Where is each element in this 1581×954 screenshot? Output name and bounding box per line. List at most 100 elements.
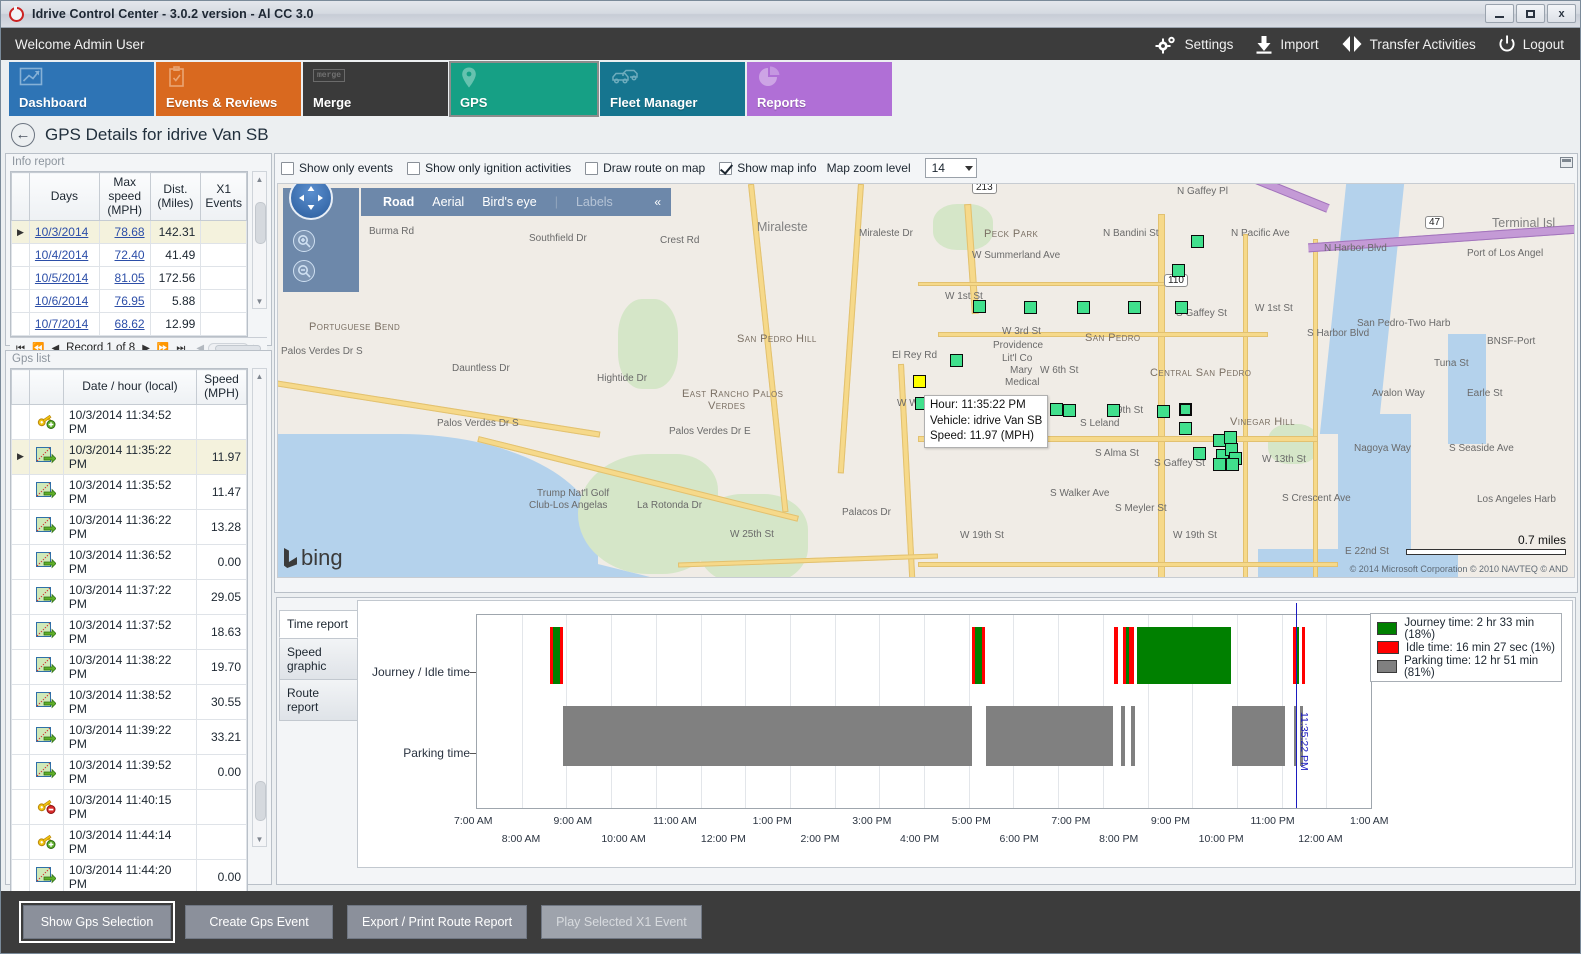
tab-speed-graphic[interactable]: Speed graphic bbox=[279, 638, 358, 679]
cell-days[interactable]: 10/6/2014 bbox=[28, 289, 100, 314]
map-gps-marker[interactable] bbox=[1193, 447, 1206, 460]
cell-days[interactable]: 10/5/2014 bbox=[28, 266, 100, 291]
module-tab-dashboard[interactable]: Dashboard bbox=[9, 62, 154, 116]
info-report-vertical-scrollbar[interactable]: ▲ ▼ bbox=[252, 171, 267, 309]
table-row[interactable]: 10/3/2014 11:36:22 PM 13.28 bbox=[11, 508, 247, 545]
show-only-ignition-activities-checkbox[interactable]: Show only ignition activities bbox=[407, 161, 571, 175]
table-row[interactable]: 10/3/2014 11:38:22 PM 19.70 bbox=[11, 648, 247, 685]
map-gps-marker[interactable] bbox=[1077, 301, 1090, 314]
table-row[interactable]: 10/3/2014 11:38:52 PM 30.55 bbox=[11, 683, 247, 720]
map-canvas[interactable]: Miraleste Crest Rd Burma Rd Southfield Dr Mi… bbox=[278, 184, 1574, 577]
map-view[interactable]: Miraleste Crest Rd Burma Rd Southfield Dr Mi… bbox=[277, 183, 1575, 578]
draw-route-on-map-checkbox[interactable]: Draw route on map bbox=[585, 161, 705, 175]
cell-days[interactable]: 10/4/2014 bbox=[28, 243, 100, 268]
scroll-down-arrow[interactable]: ▼ bbox=[255, 834, 264, 844]
module-tab-fleet-manager[interactable]: Fleet Manager bbox=[600, 62, 745, 116]
module-tab-gps[interactable]: GPS bbox=[449, 61, 599, 117]
table-row[interactable]: 10/6/2014 76.95 5.88 bbox=[11, 289, 247, 314]
map-gps-marker[interactable] bbox=[1179, 403, 1192, 416]
show-gps-selection-button[interactable]: Show Gps Selection bbox=[19, 901, 175, 943]
cell-max-speed[interactable]: 81.05 bbox=[98, 266, 151, 291]
map-zoom-in-button[interactable] bbox=[293, 230, 315, 252]
transfer-activities-button[interactable]: Transfer Activities bbox=[1341, 34, 1476, 54]
table-row[interactable]: 10/3/2014 11:39:22 PM 33.21 bbox=[11, 718, 247, 755]
chart-plot-area[interactable]: 11:35:22 PM bbox=[476, 603, 1372, 809]
table-row[interactable]: 10/3/2014 11:39:52 PM 0.00 bbox=[11, 753, 247, 790]
table-row[interactable]: 10/3/2014 11:37:22 PM 29.05 bbox=[11, 578, 247, 615]
import-button[interactable]: Import bbox=[1255, 34, 1319, 54]
cell-max-speed[interactable]: 78.68 bbox=[98, 220, 151, 245]
scroll-up-arrow[interactable]: ▲ bbox=[255, 371, 264, 381]
map-gps-marker[interactable] bbox=[1172, 264, 1185, 277]
map-style-tab-labels[interactable]: Labels bbox=[575, 195, 613, 209]
logout-button[interactable]: Logout bbox=[1498, 34, 1564, 54]
map-gps-marker[interactable] bbox=[1179, 422, 1192, 435]
close-button[interactable]: x bbox=[1547, 4, 1576, 23]
info-report-grid[interactable]: Days Max speed (MPH) Dist. (Miles) bbox=[10, 171, 248, 338]
settings-button[interactable]: Settings bbox=[1154, 34, 1233, 54]
gps-list-vertical-scrollbar[interactable]: ▲ ▼ bbox=[252, 368, 267, 847]
table-row[interactable]: ▶ 10/3/2014 78.68 142.31 bbox=[11, 220, 247, 245]
map-gps-marker[interactable] bbox=[913, 375, 926, 388]
map-gps-marker[interactable] bbox=[1226, 458, 1239, 471]
table-row[interactable]: 10/3/2014 11:44:14 PM bbox=[11, 823, 247, 860]
table-row[interactable]: 10/7/2014 68.62 12.99 bbox=[11, 312, 247, 337]
nav-last-button[interactable]: ⏭ bbox=[176, 342, 186, 354]
scroll-up-arrow[interactable]: ▲ bbox=[255, 174, 264, 184]
map-style-tab-road[interactable]: Road bbox=[383, 195, 415, 209]
export-print-route-report-button[interactable]: Export / Print Route Report bbox=[347, 905, 528, 939]
module-tab-reports[interactable]: Reports bbox=[747, 62, 892, 116]
cell-days[interactable]: 10/7/2014 bbox=[28, 312, 100, 337]
pan-control-icon[interactable] bbox=[289, 184, 333, 220]
nav-prev-button[interactable]: ◀ bbox=[51, 342, 60, 354]
show-only-events-checkbox[interactable]: Show only events bbox=[281, 161, 393, 175]
table-row[interactable]: 10/4/2014 72.40 41.49 bbox=[11, 243, 247, 268]
map-gps-marker[interactable] bbox=[1213, 458, 1226, 471]
map-gps-marker[interactable] bbox=[1024, 301, 1037, 314]
map-gps-marker[interactable] bbox=[1063, 404, 1076, 417]
map-zoom-out-button[interactable] bbox=[293, 260, 315, 282]
map-gps-marker[interactable] bbox=[1191, 235, 1204, 248]
scroll-thumb[interactable] bbox=[255, 202, 266, 244]
cell-max-speed[interactable]: 72.40 bbox=[98, 243, 151, 268]
table-row[interactable]: ▶ 10/3/2014 11:35:22 PM 11.97 bbox=[11, 438, 247, 475]
nav-next-page-button[interactable]: ⏩ bbox=[156, 342, 170, 354]
table-row[interactable]: 10/3/2014 11:35:52 PM 11.47 bbox=[11, 473, 247, 510]
nav-next-button[interactable]: ▶ bbox=[142, 342, 150, 354]
back-arrow-icon[interactable]: ← bbox=[11, 122, 35, 147]
table-row[interactable]: 10/3/2014 11:44:20 PM 0.00 bbox=[11, 858, 247, 895]
map-tabs-collapse-button[interactable]: « bbox=[654, 195, 661, 209]
map-gps-marker[interactable] bbox=[1128, 301, 1141, 314]
play-selected-x1-event-button[interactable]: Play Selected X1 Event bbox=[541, 905, 702, 939]
cell-max-speed[interactable]: 76.95 bbox=[98, 289, 151, 314]
cell-max-speed[interactable]: 68.62 bbox=[98, 312, 151, 337]
map-panel-restore-button[interactable] bbox=[1560, 157, 1573, 168]
tab-time-report[interactable]: Time report bbox=[279, 610, 358, 638]
cell-days[interactable]: 10/3/2014 bbox=[28, 220, 100, 245]
table-row[interactable]: 10/3/2014 11:34:52 PM bbox=[11, 403, 247, 440]
nav-first-button[interactable]: ⏮ bbox=[16, 342, 25, 354]
table-row[interactable]: 10/5/2014 81.05 172.56 bbox=[11, 266, 247, 291]
table-row[interactable]: 10/3/2014 11:37:52 PM 18.63 bbox=[11, 613, 247, 650]
scroll-thumb[interactable] bbox=[255, 781, 266, 821]
scroll-down-arrow[interactable]: ▼ bbox=[255, 296, 264, 306]
map-style-tab-aerial[interactable]: Aerial bbox=[432, 195, 465, 209]
show-map-info-checkbox[interactable]: Show map info bbox=[719, 161, 817, 175]
create-gps-event-button[interactable]: Create Gps Event bbox=[185, 905, 333, 939]
table-row[interactable]: 10/3/2014 11:36:52 PM 0.00 bbox=[11, 543, 247, 580]
map-zoom-level-select[interactable]: 14 bbox=[924, 158, 977, 178]
map-gps-marker[interactable] bbox=[950, 354, 963, 367]
map-style-tab-birds-eye[interactable]: Bird's eye bbox=[482, 195, 537, 209]
map-navigation-control[interactable] bbox=[283, 184, 359, 292]
map-gps-marker[interactable] bbox=[973, 300, 986, 313]
minimize-button[interactable] bbox=[1485, 4, 1514, 23]
hscroll-left-arrow[interactable]: ◀ bbox=[196, 342, 205, 354]
nav-prev-page-button[interactable]: ⏪ bbox=[32, 342, 45, 354]
table-row[interactable]: 10/3/2014 11:40:15 PM bbox=[11, 788, 247, 825]
maximize-button[interactable] bbox=[1516, 4, 1545, 23]
map-gps-marker[interactable] bbox=[1107, 404, 1120, 417]
tab-route-report[interactable]: Route report bbox=[279, 679, 358, 721]
module-tab-events[interactable]: Events & Reviews bbox=[156, 62, 301, 116]
map-gps-marker[interactable] bbox=[1175, 301, 1188, 314]
module-tab-merge[interactable]: merge Merge bbox=[303, 62, 448, 116]
